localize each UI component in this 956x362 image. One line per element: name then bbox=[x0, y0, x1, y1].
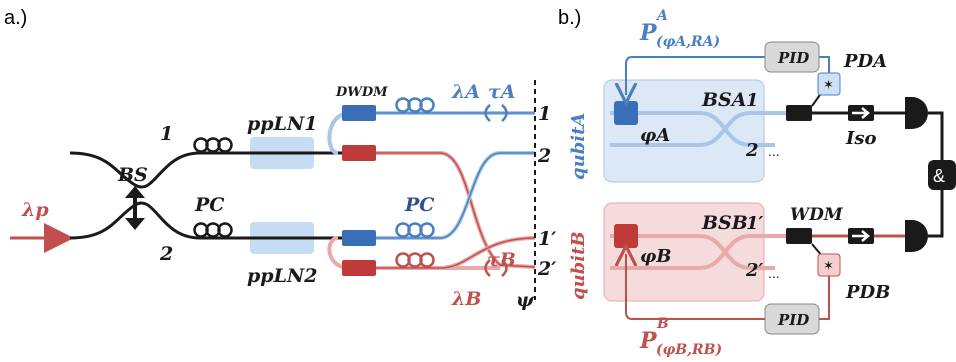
out-2p-label: 2′ bbox=[537, 258, 556, 280]
wdm-label: WDM bbox=[790, 205, 844, 225]
psi-label: ψ bbox=[516, 289, 535, 311]
tau-a-label: τA bbox=[488, 81, 516, 103]
panel-b-label: b.) bbox=[558, 7, 581, 29]
pc-coil-blue bbox=[395, 222, 435, 238]
lambda-p-label: λp bbox=[21, 199, 49, 221]
ppln1-label: ppLN1 bbox=[247, 113, 318, 135]
ppln2-label: ppLN2 bbox=[247, 265, 318, 287]
port-2-label: 2 bbox=[159, 243, 173, 265]
dwdm-blue-top bbox=[342, 105, 376, 121]
port-1-label: 1 bbox=[160, 123, 173, 145]
tau-b-label: τB bbox=[487, 249, 516, 271]
out-2-label: 2 bbox=[537, 145, 551, 167]
phi-a-label: φA bbox=[640, 125, 670, 146]
pc-label-a: PC bbox=[194, 194, 224, 216]
bs-fiber-top bbox=[69, 151, 201, 189]
qubit-a-box bbox=[603, 79, 765, 183]
feedback-b bbox=[626, 254, 765, 320]
qubit-b-box bbox=[603, 202, 765, 302]
b-port-1-label: 1′ bbox=[746, 213, 764, 234]
a-port-1-label: 1 bbox=[746, 90, 759, 111]
p-a-sup: A bbox=[655, 8, 668, 24]
pc-label-blue: PC bbox=[404, 194, 434, 216]
qubit-b-label: qubitB bbox=[568, 231, 589, 300]
svg-text:✶: ✶ bbox=[823, 77, 834, 92]
dots-a: ... bbox=[768, 143, 780, 159]
dwdm-label: DWDM bbox=[335, 85, 388, 100]
wdm-b bbox=[786, 228, 812, 244]
bs-b-label: BSB bbox=[701, 212, 748, 234]
coil-lambda-a bbox=[395, 97, 435, 113]
bs-label: BS bbox=[117, 164, 148, 186]
dwdm-blue-bottom bbox=[342, 230, 376, 246]
dwdm-red-top bbox=[342, 145, 376, 161]
phi-b-label: φB bbox=[640, 246, 672, 267]
qubit-a-label: qubitA bbox=[568, 113, 589, 180]
bs-a-label: BSA bbox=[701, 89, 747, 111]
delay-b-icon bbox=[484, 259, 508, 277]
pd-a-label: PDA bbox=[843, 51, 887, 72]
phase-modulator-b bbox=[614, 224, 638, 248]
p-a-sub: (φA,RA) bbox=[656, 34, 720, 50]
pid-a-label: PID bbox=[777, 49, 809, 67]
pc-coil-bottom bbox=[193, 222, 233, 238]
pid-b-label: PID bbox=[777, 311, 809, 329]
p-b-sup: B bbox=[656, 316, 669, 332]
feedback-a bbox=[626, 56, 765, 95]
detector-a bbox=[905, 97, 928, 129]
p-b-sub: (φB,RB) bbox=[656, 342, 722, 358]
detector-b bbox=[905, 220, 928, 252]
p-a-main: P bbox=[639, 20, 658, 46]
and-label: & bbox=[933, 166, 945, 186]
dwdm-red-bottom bbox=[342, 260, 376, 276]
svg-text:✶: ✶ bbox=[823, 258, 834, 273]
pd-b-label: PDB bbox=[845, 282, 890, 303]
b-port-2-label: 2′ bbox=[745, 260, 764, 281]
a-port-2-label: 2 bbox=[745, 140, 759, 161]
iso-label: Iso bbox=[845, 128, 877, 149]
tap-a bbox=[786, 105, 812, 121]
out-1p-label: 1′ bbox=[538, 228, 556, 250]
p-b-main: P bbox=[639, 328, 658, 354]
coincidence-unit bbox=[928, 160, 956, 190]
pc-coil-top bbox=[193, 137, 233, 153]
coil-lambda-b bbox=[395, 252, 435, 268]
out-1-label: 1 bbox=[538, 103, 551, 125]
delay-a-icon bbox=[484, 104, 508, 122]
panel-a-label: a.) bbox=[4, 7, 27, 29]
phase-modulator-a bbox=[614, 101, 638, 125]
dots-b: ... bbox=[768, 265, 780, 281]
lambda-a-label: λA bbox=[451, 81, 480, 103]
lambda-b-label: λB bbox=[451, 288, 481, 310]
